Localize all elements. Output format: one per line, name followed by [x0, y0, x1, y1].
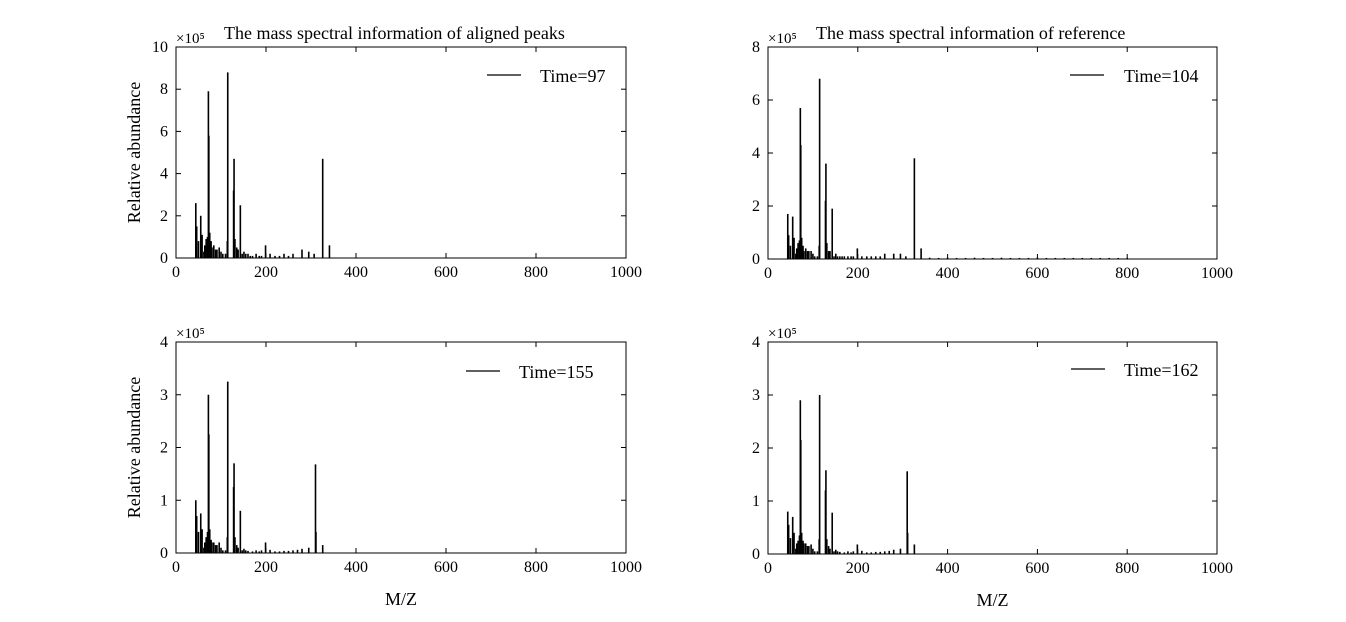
x-tick-label: 0	[172, 264, 180, 281]
x-tick-label: 200	[254, 559, 278, 576]
chart-title: The mass spectral information of referen…	[816, 23, 1125, 43]
y-tick-label: 8	[160, 81, 168, 98]
x-tick-label: 1000	[610, 264, 642, 281]
y-tick-label: 4	[752, 145, 760, 162]
y-tick-label: 2	[160, 208, 168, 225]
y-tick-label: 2	[752, 440, 760, 457]
x-tick-label: 1000	[1201, 265, 1233, 282]
y-axis-label: Relative abundance	[124, 82, 144, 223]
y-axis-label: Relative abundance	[124, 377, 144, 518]
panel-1: 0 200 400 600 800 1000 0 2 4 6 8 10 ×10⁵ The mass spe…	[124, 23, 642, 281]
exponent-label: ×10⁵	[768, 31, 797, 47]
x-tick-label: 0	[764, 560, 772, 577]
chart-title: The mass spectral information of aligned…	[224, 23, 565, 43]
panel-3: 0 200 400 600 800 1000 0 1 2 3 4 ×10⁵ Relative abund…	[124, 326, 642, 609]
x-tick-label: 800	[1115, 560, 1139, 577]
x-axis-label: M/Z	[385, 589, 417, 609]
x-tick-label: 200	[254, 264, 278, 281]
x-tick-label: 1000	[1201, 560, 1233, 577]
x-tick-label: 200	[846, 560, 870, 577]
y-tick-label: 0	[160, 545, 168, 562]
legend-label: Time=155	[519, 362, 594, 382]
panel-2: 0 200 400 600 800 1000 0 2 4 6 8 ×10⁵ The mass spect…	[752, 23, 1233, 282]
y-tick-label: 8	[752, 39, 760, 56]
x-tick-label: 1000	[610, 559, 642, 576]
exponent-label: ×10⁵	[176, 326, 205, 342]
legend-label: Time=97	[540, 66, 606, 86]
y-tick-label: 2	[752, 198, 760, 215]
y-tick-label: 1	[752, 493, 760, 510]
y-tick-label: 0	[752, 546, 760, 563]
x-tick-label: 600	[434, 559, 458, 576]
y-tick-label: 3	[160, 387, 168, 404]
y-tick-label: 1	[160, 492, 168, 509]
x-tick-label: 0	[764, 265, 772, 282]
x-tick-label: 600	[1025, 560, 1049, 577]
exponent-label: ×10⁵	[176, 31, 205, 47]
x-tick-label: 200	[846, 265, 870, 282]
x-tick-label: 800	[1115, 265, 1139, 282]
y-tick-label: 4	[160, 334, 168, 351]
x-tick-label: 800	[524, 559, 548, 576]
axes-box	[175, 46, 627, 259]
spectrum-series	[786, 395, 916, 554]
y-tick-label: 6	[752, 92, 760, 109]
x-tick-label: 400	[344, 264, 368, 281]
y-tick-label: 0	[160, 250, 168, 267]
y-tick-label: 3	[752, 387, 760, 404]
y-tick-label: 4	[752, 334, 760, 351]
x-tick-label: 400	[936, 560, 960, 577]
legend-label: Time=162	[1124, 360, 1199, 380]
spectrum-series	[195, 381, 324, 553]
y-tick-label: 0	[752, 251, 760, 268]
exponent-label: ×10⁵	[768, 326, 797, 342]
y-tick-label: 6	[160, 123, 168, 140]
panel-4: 0 200 400 600 800 1000 0 1 2 3 4 ×10⁵ M/Z Time=162	[752, 326, 1233, 610]
x-tick-label: 400	[936, 265, 960, 282]
x-tick-label: 400	[344, 559, 368, 576]
y-tick-label: 2	[160, 440, 168, 457]
x-tick-label: 600	[1025, 265, 1049, 282]
x-tick-label: 600	[434, 264, 458, 281]
spectrum-series	[786, 78, 1128, 259]
y-tick-label: 10	[152, 39, 168, 56]
y-tick-label: 4	[160, 166, 168, 183]
spectrum-series	[195, 72, 331, 258]
legend-label: Time=104	[1124, 66, 1199, 86]
x-tick-label: 800	[524, 264, 548, 281]
x-tick-label: 0	[172, 559, 180, 576]
x-axis-label: M/Z	[976, 590, 1008, 610]
